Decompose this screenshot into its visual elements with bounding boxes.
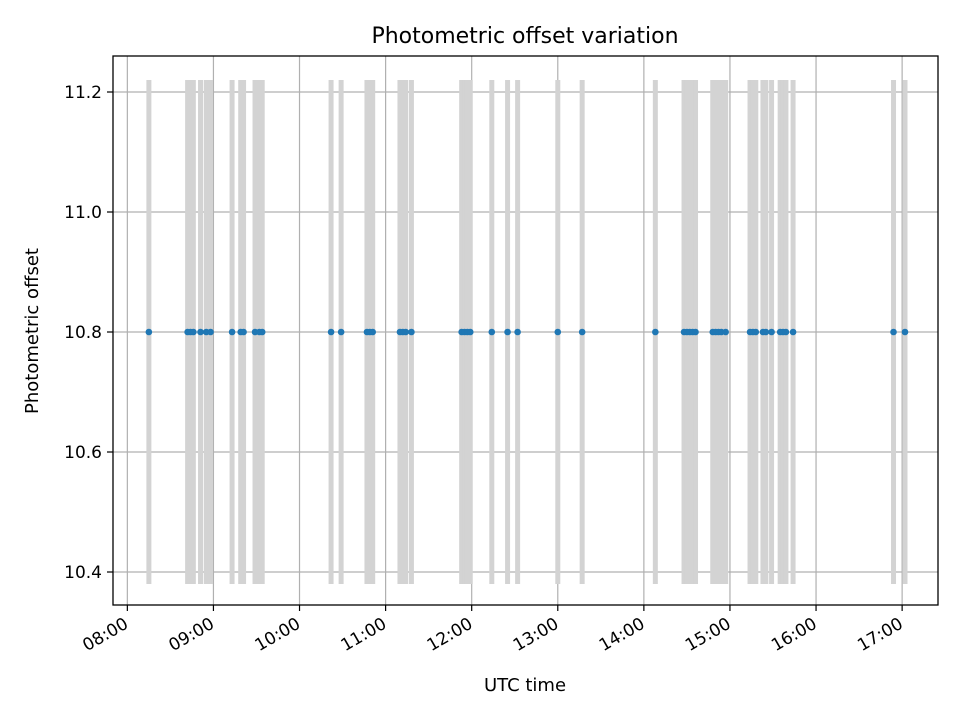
y-tick-label: 11.2 (64, 83, 102, 103)
data-point (369, 328, 376, 336)
data-point (578, 328, 586, 336)
data-point (722, 328, 729, 336)
data-point (402, 328, 409, 336)
data-point (762, 328, 770, 336)
data-point (514, 328, 521, 336)
data-point (901, 328, 909, 336)
data-point (240, 328, 247, 336)
data-point (466, 328, 474, 336)
y-tick-label: 10.6 (64, 443, 102, 463)
y-tick-label: 10.4 (64, 563, 102, 583)
data-point (337, 328, 345, 336)
data-point (228, 328, 236, 336)
y-axis-label: Photometric offset (22, 248, 43, 414)
data-point (692, 328, 699, 336)
data-point (327, 328, 335, 336)
data-point (408, 328, 415, 336)
plot-frame (112, 55, 939, 606)
data-point (190, 328, 197, 336)
data-point (504, 328, 511, 336)
data-point (652, 328, 659, 336)
data-point (258, 328, 266, 336)
data-point (789, 328, 797, 336)
data-point (207, 328, 214, 336)
data-point (890, 328, 897, 336)
y-axis: 10.4 10.6 10.8 11.0 11.2 (64, 83, 113, 583)
data-point (768, 328, 775, 336)
data-points (145, 328, 909, 336)
data-point (197, 328, 204, 336)
data-point (554, 328, 562, 336)
x-axis-label: UTC time (484, 675, 566, 696)
y-tick-label: 11.0 (64, 203, 102, 223)
data-point (782, 328, 790, 336)
data-point (488, 328, 496, 336)
data-point (145, 328, 153, 336)
data-point (752, 328, 760, 336)
chart-title: Photometric offset variation (371, 24, 678, 49)
y-tick-label: 10.8 (64, 323, 102, 343)
